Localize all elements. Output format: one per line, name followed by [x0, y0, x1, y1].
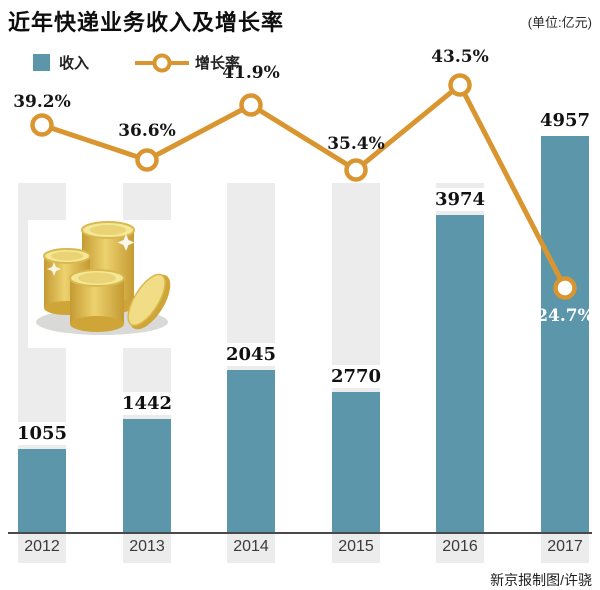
- growth-marker-ring: [152, 53, 172, 72]
- growth-value-label: 36.6%: [118, 121, 176, 141]
- coin-stack-front: [69, 269, 125, 332]
- year-label: 2013: [129, 538, 165, 555]
- growth-value-label: 41.9%: [222, 63, 280, 83]
- growth-point-marker: [448, 73, 472, 97]
- legend-item-growth: 增长率: [89, 52, 240, 73]
- growth-value-label: 35.4%: [327, 134, 385, 154]
- growth-point-marker: [30, 113, 54, 137]
- year-label: 2014: [233, 538, 269, 555]
- bar-value-label: 1055: [11, 422, 73, 445]
- year-label: 2017: [547, 538, 583, 555]
- growth-line-marker-icon: [135, 53, 190, 73]
- revenue-bar: [123, 419, 171, 533]
- legend-item-revenue: 收入: [33, 52, 89, 73]
- credit-text: 新京报制图/许骁: [490, 572, 592, 588]
- revenue-bar: [18, 449, 66, 533]
- bar-value-label: 1442: [116, 392, 178, 415]
- bar-value-label: 4957: [534, 109, 596, 132]
- revenue-swatch-icon: [33, 54, 50, 71]
- legend-revenue-label: 收入: [59, 55, 90, 72]
- bar-value-label: 3974: [429, 188, 491, 211]
- growth-point-marker: [239, 93, 263, 117]
- bar-value-label: 2045: [220, 343, 282, 366]
- growth-point-marker: [135, 148, 159, 172]
- revenue-bar: [332, 392, 380, 533]
- legend: 收入 增长率: [33, 52, 240, 73]
- growth-value-label: 39.2%: [13, 92, 71, 112]
- legend-growth-label: 增长率: [195, 55, 241, 72]
- year-label: 2015: [338, 538, 374, 555]
- unit-label: (单位:亿元): [527, 15, 592, 30]
- growth-value-label: 43.5%: [431, 47, 489, 67]
- growth-value-label: 24.7%: [536, 306, 594, 326]
- x-axis-line: [8, 532, 592, 534]
- year-label: 2016: [442, 538, 478, 555]
- bar-value-label: 2770: [325, 365, 387, 388]
- gold-coins-illustration: [36, 221, 171, 335]
- revenue-bar: [541, 136, 589, 533]
- revenue-bar: [227, 370, 275, 533]
- year-label: 2012: [24, 538, 60, 555]
- page-title: 近年快递业务收入及增长率: [8, 10, 285, 35]
- growth-point-marker: [344, 158, 368, 182]
- revenue-bar: [436, 215, 484, 533]
